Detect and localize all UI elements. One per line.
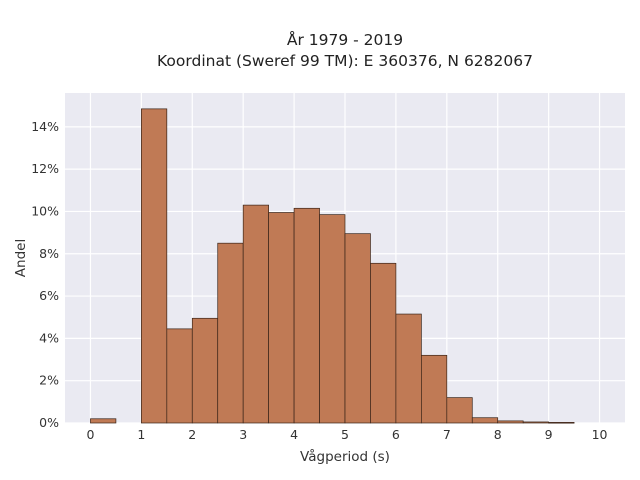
histogram-bar xyxy=(268,212,295,424)
y-tick-label: 8% xyxy=(39,246,59,261)
x-tick-label: 2 xyxy=(188,427,196,442)
y-tick-label: 6% xyxy=(39,288,59,303)
histogram-bar xyxy=(548,422,575,424)
x-tick-label: 8 xyxy=(494,427,502,442)
x-axis-ticks: 0 1 2 3 4 5 6 7 8 9 10 xyxy=(86,427,607,442)
y-axis-ticks: 0% 2% 4% 6% 8% 10% 12% 14% xyxy=(31,119,59,430)
histogram-bar xyxy=(217,242,244,424)
histogram-bar xyxy=(522,421,549,424)
x-tick-label: 0 xyxy=(86,427,94,442)
y-tick-label: 10% xyxy=(31,203,59,218)
y-tick-label: 2% xyxy=(39,373,59,388)
histogram-bar xyxy=(319,214,346,424)
x-tick-label: 3 xyxy=(239,427,247,442)
histogram-bar xyxy=(421,354,448,424)
histogram-bar xyxy=(242,204,269,424)
x-axis-label: Vågperiod (s) xyxy=(300,448,390,465)
chart-title-line2: Koordinat (Sweref 99 TM): E 360376, N 62… xyxy=(157,52,533,70)
histogram-bar xyxy=(191,317,219,424)
histogram-bar xyxy=(166,328,193,424)
y-tick-label: 0% xyxy=(39,415,59,430)
x-tick-label: 1 xyxy=(137,427,145,442)
histogram-bar xyxy=(344,233,371,424)
bars xyxy=(90,108,575,424)
x-tick-label: 9 xyxy=(545,427,553,442)
x-tick-label: 5 xyxy=(341,427,349,442)
histogram-bar xyxy=(293,207,320,424)
y-axis-label: Andel xyxy=(13,239,29,277)
y-tick-label: 14% xyxy=(31,119,59,134)
chart-title-line1: År 1979 - 2019 xyxy=(287,30,403,49)
histogram-bar xyxy=(471,417,499,424)
histogram-bar xyxy=(395,313,422,424)
histogram-bar xyxy=(90,418,117,424)
y-tick-label: 4% xyxy=(39,330,59,345)
y-tick-label: 12% xyxy=(31,161,59,176)
x-tick-label: 10 xyxy=(592,427,608,442)
histogram-bar xyxy=(141,108,168,424)
histogram-bar xyxy=(446,397,473,424)
x-tick-label: 7 xyxy=(443,427,451,442)
histogram-bar xyxy=(497,420,524,424)
histogram-bar xyxy=(370,262,397,424)
x-tick-label: 4 xyxy=(290,427,298,442)
x-tick-label: 6 xyxy=(392,427,400,442)
